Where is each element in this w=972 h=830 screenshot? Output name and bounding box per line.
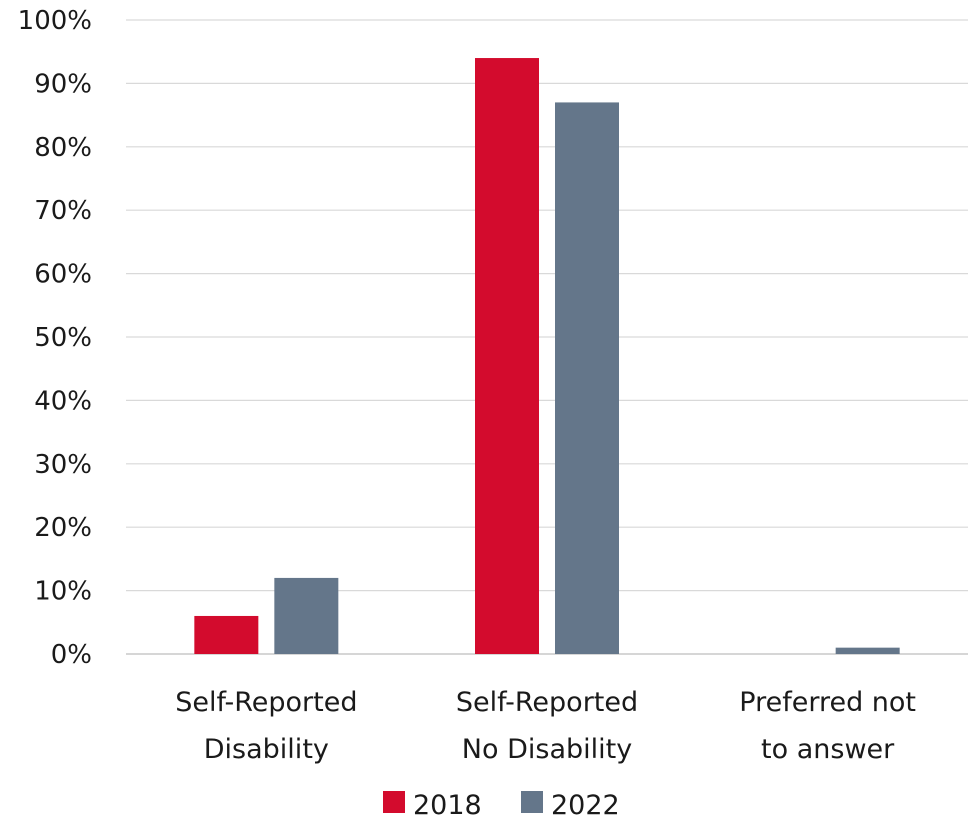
legend-swatch-2018: [383, 791, 405, 813]
gridlines: [126, 19, 968, 655]
y-tick-label: 90%: [34, 69, 92, 99]
legend-label: 2018: [413, 790, 482, 821]
legend-swatch-2022: [521, 791, 543, 813]
y-tick-label: 70%: [34, 196, 92, 226]
category-label: Self-Reported: [456, 687, 638, 718]
y-tick-label: 20%: [34, 513, 92, 543]
bar-2022-1: [555, 102, 619, 655]
bars: [194, 58, 900, 655]
bar-2022-2: [835, 647, 900, 654]
y-tick-label: 80%: [34, 133, 92, 163]
category-label: to answer: [761, 734, 895, 765]
y-tick-label: 0%: [51, 640, 92, 670]
y-tick-label: 10%: [34, 577, 92, 607]
category-label: Preferred not: [739, 687, 916, 718]
legend-label: 2022: [551, 790, 620, 821]
category-label: No Disability: [462, 734, 632, 765]
x-axis-categories: Self-Reported Disability Self-Reported No D…: [175, 687, 916, 765]
y-tick-label: 50%: [34, 323, 92, 353]
y-tick-label: 30%: [34, 450, 92, 480]
bar-2018-1: [475, 58, 539, 655]
category-label: Self-Reported: [175, 687, 357, 718]
y-tick-label: 100%: [18, 6, 92, 36]
category-label: Disability: [204, 734, 329, 765]
y-tick-label: 60%: [34, 260, 92, 290]
bar-2018-0: [194, 615, 259, 654]
bar-2022-0: [274, 577, 339, 654]
legend: 2018 2022: [383, 790, 620, 821]
y-axis-ticks: 0% 10% 20% 30% 40% 50% 60% 70% 80% 90% 100%: [18, 6, 92, 670]
y-tick-label: 40%: [34, 386, 92, 416]
